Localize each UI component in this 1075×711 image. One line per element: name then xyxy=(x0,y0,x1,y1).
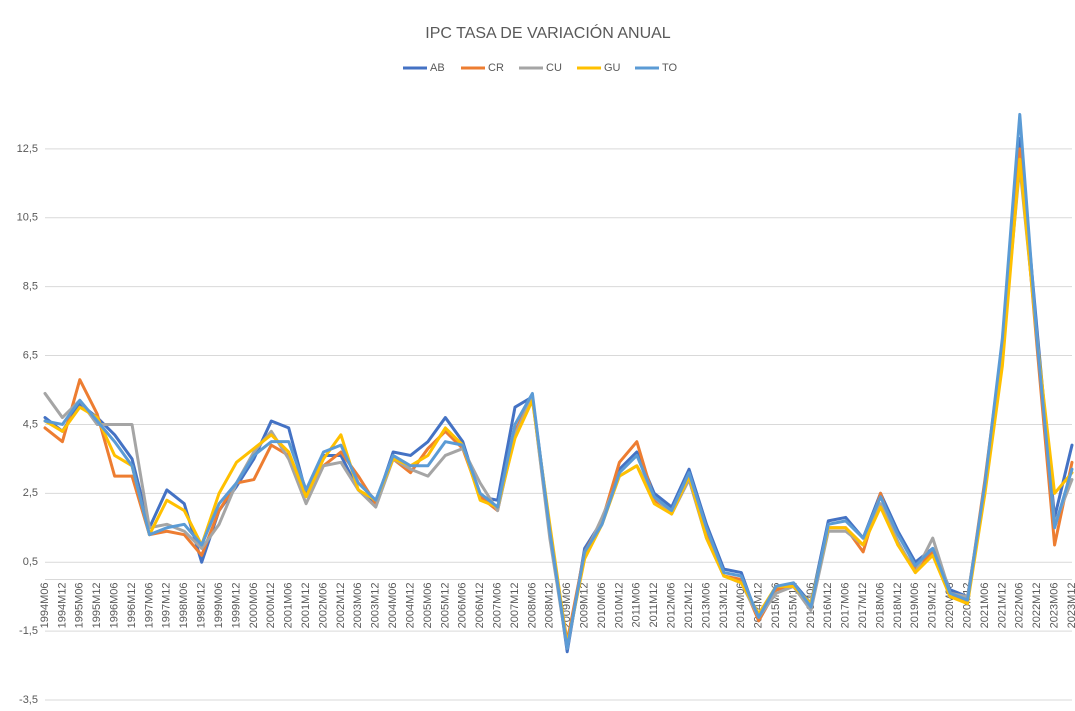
legend-label: CR xyxy=(488,62,504,74)
x-tick-label: 2021M06 xyxy=(979,582,991,628)
x-tick-label: 2018M06 xyxy=(874,582,886,628)
x-tick-label: 2017M06 xyxy=(840,582,852,628)
x-tick-label: 1999M06 xyxy=(213,582,225,628)
x-tick-label: 2000M12 xyxy=(265,582,277,628)
y-tick-label: 0,5 xyxy=(23,556,38,568)
x-tick-label: 2006M12 xyxy=(474,582,486,628)
x-tick-label: 2021M12 xyxy=(996,582,1008,628)
x-tick-label: 2004M12 xyxy=(404,582,416,628)
x-tick-label: 2005M12 xyxy=(439,582,451,628)
y-tick-label: 8,5 xyxy=(23,281,38,293)
y-tick-label: -1,5 xyxy=(19,625,38,637)
x-tick-label: 2011M12 xyxy=(648,582,660,627)
x-tick-label: 2003M06 xyxy=(352,582,364,628)
chart-title: IPC TASA DE VARIACIÓN ANUAL xyxy=(425,23,671,42)
x-tick-label: 2010M06 xyxy=(596,582,608,628)
x-tick-label: 2010M12 xyxy=(613,582,625,628)
x-tick-label: 2004M06 xyxy=(387,582,399,628)
x-tick-label: 2000M06 xyxy=(248,582,260,628)
x-tick-label: 2015M12 xyxy=(787,582,799,628)
x-tick-label: 2009M12 xyxy=(579,582,591,628)
x-tick-label: 2022M06 xyxy=(1014,582,1026,628)
x-tick-label: 2013M06 xyxy=(700,582,712,628)
x-tick-label: 2013M12 xyxy=(718,582,730,628)
x-tick-label: 2002M12 xyxy=(335,582,347,628)
series-line xyxy=(43,112,1074,650)
x-tick-label: 1996M06 xyxy=(109,582,121,628)
legend-label: GU xyxy=(604,62,621,74)
x-tick-label: 2011M06 xyxy=(631,582,643,627)
y-tick-label: 12,5 xyxy=(17,143,38,155)
x-tick-label: 1994M12 xyxy=(56,582,68,628)
x-tick-label: 2019M12 xyxy=(927,582,939,628)
legend-label: CU xyxy=(546,62,562,74)
x-tick-label: 2001M12 xyxy=(300,582,312,628)
x-tick-label: 1995M06 xyxy=(74,582,86,628)
x-tick-label: 2023M06 xyxy=(1048,582,1060,628)
x-tick-label: 2023M12 xyxy=(1066,582,1075,628)
x-tick-label: 2002M06 xyxy=(317,582,329,628)
x-tick-label: 2005M06 xyxy=(422,582,434,628)
x-tick-label: 2003M12 xyxy=(370,582,382,628)
legend-label: AB xyxy=(430,62,445,74)
x-tick-label: 1996M12 xyxy=(126,582,138,628)
x-tick-label: 2022M12 xyxy=(1031,582,1043,628)
x-tick-label: 2008M06 xyxy=(526,582,538,628)
x-tick-label: 2007M06 xyxy=(491,582,503,628)
x-tick-label: 2014M06 xyxy=(735,582,747,628)
x-tick-label: 2007M12 xyxy=(509,582,521,628)
x-tick-label: 2008M12 xyxy=(544,582,556,628)
legend-label: TO xyxy=(662,62,678,74)
y-tick-label: 4,5 xyxy=(23,418,38,430)
y-tick-label: 10,5 xyxy=(17,212,38,224)
x-tick-label: 1999M12 xyxy=(230,582,242,628)
x-tick-label: 2016M12 xyxy=(822,582,834,628)
y-tick-label: 6,5 xyxy=(23,349,38,361)
x-tick-label: 2012M06 xyxy=(666,582,678,628)
x-tick-label: 2006M06 xyxy=(457,582,469,628)
x-tick-label: 1997M06 xyxy=(143,582,155,628)
x-tick-label: 1998M12 xyxy=(196,582,208,628)
x-tick-label: 2001M06 xyxy=(283,582,295,628)
x-tick-label: 2017M12 xyxy=(857,582,869,628)
x-tick-label: 1995M12 xyxy=(91,582,103,628)
x-tick-label: 2019M06 xyxy=(909,582,921,628)
x-tick-label: 1994M06 xyxy=(39,582,51,628)
y-tick-label: -3,5 xyxy=(19,694,38,706)
x-tick-label: 1997M12 xyxy=(161,582,173,628)
x-tick-label: 2012M12 xyxy=(683,582,695,628)
x-tick-label: 1998M06 xyxy=(178,582,190,628)
x-tick-label: 2018M12 xyxy=(892,582,904,628)
y-tick-label: 2,5 xyxy=(23,487,38,499)
